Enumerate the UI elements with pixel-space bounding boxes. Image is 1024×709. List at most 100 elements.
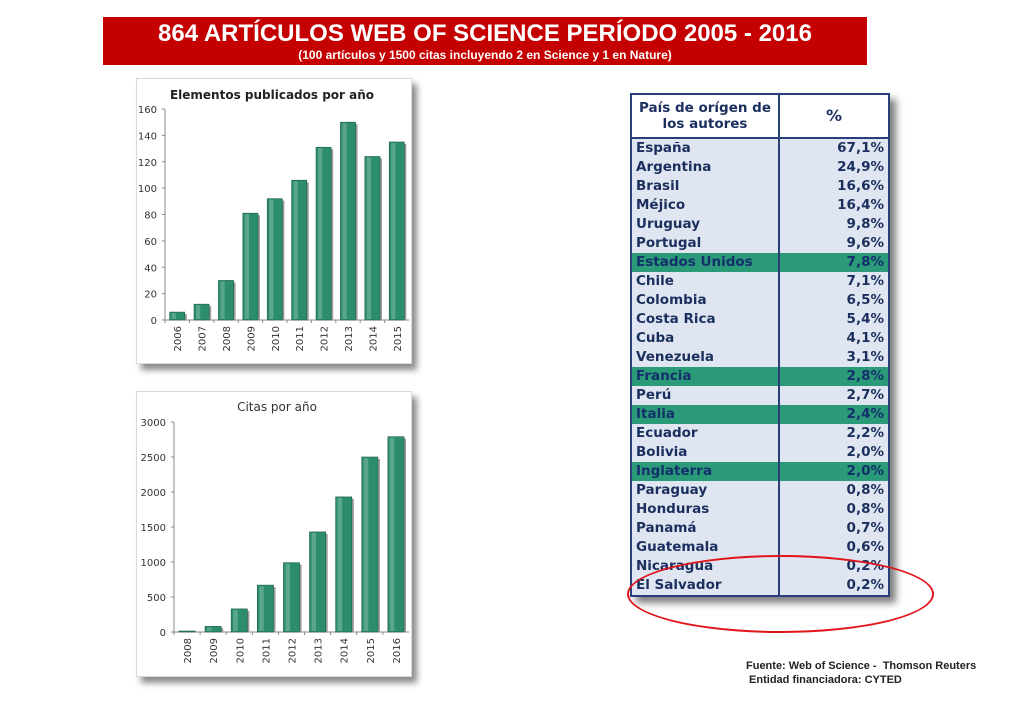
bar bbox=[387, 436, 405, 633]
percent-cell: 4,1% bbox=[778, 329, 890, 348]
percent-cell: 0,7% bbox=[778, 519, 890, 538]
bar-highlight bbox=[171, 313, 176, 319]
bar bbox=[388, 141, 405, 321]
x-tick-label: 2014 bbox=[340, 638, 351, 663]
bar bbox=[256, 584, 274, 633]
table-row: Brasil 16,6% bbox=[630, 177, 890, 196]
table-row: Guatemala 0,6% bbox=[630, 538, 890, 557]
title-banner: 864 ARTÍCULOS WEB OF SCIENCE PERÍODO 200… bbox=[103, 17, 867, 65]
x-tick-label: 2012 bbox=[320, 326, 331, 351]
country-cell: Ecuador bbox=[630, 424, 780, 443]
table-row: Inglaterra 2,0% bbox=[630, 462, 890, 481]
percent-cell: 0,6% bbox=[778, 538, 890, 557]
bar bbox=[283, 562, 300, 633]
source-note: Fuente: Web of Science - Thomson Reuters… bbox=[746, 659, 976, 687]
bar-highlight bbox=[269, 199, 274, 319]
bar bbox=[218, 280, 234, 321]
y-tick-label: 120 bbox=[138, 158, 157, 169]
bar-highlight bbox=[337, 497, 343, 631]
country-cell: Perú bbox=[630, 386, 780, 405]
country-cell: Guatemala bbox=[630, 538, 780, 557]
bar bbox=[340, 121, 356, 321]
x-tick-label: 2009 bbox=[209, 638, 220, 663]
percent-cell: 6,5% bbox=[778, 291, 890, 310]
percent-cell: 16,4% bbox=[778, 196, 890, 215]
citations-chart: Citas por año 0 500 1000 1500 2000 2500 3000 200… bbox=[136, 391, 412, 677]
bar bbox=[169, 311, 186, 321]
country-cell: Inglaterra bbox=[630, 462, 780, 481]
y-tick-label: 2500 bbox=[141, 453, 166, 464]
x-tick-label: 2008 bbox=[222, 326, 233, 351]
citations-chart-svg: Citas por año 0 500 1000 1500 2000 2500 3000 200… bbox=[141, 400, 409, 663]
table-row: Méjico 16,4% bbox=[630, 196, 890, 215]
y-tick-label: 80 bbox=[144, 211, 157, 222]
percent-cell: 7,8% bbox=[778, 253, 890, 272]
x-tick-label: 2010 bbox=[235, 638, 246, 663]
funding-line: Entidad financiadora: CYTED bbox=[746, 674, 902, 686]
bar-highlight bbox=[233, 609, 238, 631]
bar bbox=[230, 608, 248, 633]
country-cell: Estados Unidos bbox=[630, 253, 780, 272]
bar bbox=[335, 496, 353, 633]
bar-highlight bbox=[259, 586, 264, 631]
country-cell: Francia bbox=[630, 367, 780, 386]
country-cell: Argentina bbox=[630, 158, 780, 177]
percent-cell: 2,7% bbox=[778, 386, 890, 405]
publications-chart-svg: Elementos publicados por año 0 20 40 60 80 100… bbox=[138, 88, 409, 351]
bar-highlight bbox=[366, 157, 372, 319]
country-cell: Venezuela bbox=[630, 348, 780, 367]
table-body: España 67,1% Argentina 24,9% Brasil 16,6% Méji… bbox=[630, 138, 890, 597]
percent-cell: 2,8% bbox=[778, 367, 890, 386]
country-cell: Colombia bbox=[630, 291, 780, 310]
y-tick-label: 500 bbox=[147, 593, 166, 604]
table-row: Estados Unidos 7,8% bbox=[630, 253, 890, 272]
highlight-ellipse bbox=[627, 555, 934, 633]
percent-cell: 5,4% bbox=[778, 310, 890, 329]
x-tick-label: 2012 bbox=[288, 638, 299, 663]
table-row: Francia 2,8% bbox=[630, 367, 890, 386]
bar-highlight bbox=[293, 181, 298, 319]
bar-highlight bbox=[389, 437, 395, 631]
country-cell: Portugal bbox=[630, 234, 780, 253]
x-tick-label: 2010 bbox=[271, 326, 282, 351]
country-cell: España bbox=[630, 138, 780, 158]
bar-highlight bbox=[318, 148, 323, 319]
x-tick-label: 2007 bbox=[198, 326, 209, 351]
publications-chart: Elementos publicados por año 0 20 40 60 80 100… bbox=[136, 78, 412, 364]
bar bbox=[178, 630, 196, 633]
table-row: Bolivia 2,0% bbox=[630, 443, 890, 462]
table-row: Ecuador 2,2% bbox=[630, 424, 890, 443]
bar bbox=[309, 531, 327, 633]
table-row: Italia 2,4% bbox=[630, 405, 890, 424]
table-row: Venezuela 3,1% bbox=[630, 348, 890, 367]
x-tick-label: 2009 bbox=[246, 326, 257, 351]
table-row: Costa Rica 5,4% bbox=[630, 310, 890, 329]
y-tick-label: 3000 bbox=[141, 418, 166, 429]
y-tick-label: 20 bbox=[144, 290, 157, 301]
y-tick-label: 100 bbox=[138, 184, 157, 195]
bar-highlight bbox=[285, 563, 290, 631]
header-country: País de orígen de los autores bbox=[630, 93, 780, 139]
percent-cell: 0,8% bbox=[778, 481, 890, 500]
bar bbox=[364, 156, 381, 321]
bar bbox=[361, 456, 379, 633]
percent-cell: 9,6% bbox=[778, 234, 890, 253]
bar bbox=[291, 179, 308, 321]
country-cell: Méjico bbox=[630, 196, 780, 215]
x-tick-label: 2015 bbox=[366, 638, 377, 663]
source-line: Fuente: Web of Science - Thomson Reuters bbox=[746, 660, 977, 672]
y-tick-label: 40 bbox=[144, 263, 157, 274]
bar-highlight bbox=[391, 142, 396, 319]
bar bbox=[315, 146, 332, 321]
x-tick-label: 2011 bbox=[295, 326, 306, 351]
percent-cell: 0,8% bbox=[778, 500, 890, 519]
x-tick-label: 2014 bbox=[368, 326, 379, 351]
bar bbox=[266, 198, 283, 321]
percent-cell: 2,2% bbox=[778, 424, 890, 443]
countries-table: País de orígen de los autores % España 67… bbox=[630, 93, 890, 597]
x-tick-label: 2008 bbox=[183, 638, 194, 663]
bar-highlight bbox=[311, 532, 317, 631]
table-row: Honduras 0,8% bbox=[630, 500, 890, 519]
table-row: Paraguay 0,8% bbox=[630, 481, 890, 500]
table-row: Colombia 6,5% bbox=[630, 291, 890, 310]
